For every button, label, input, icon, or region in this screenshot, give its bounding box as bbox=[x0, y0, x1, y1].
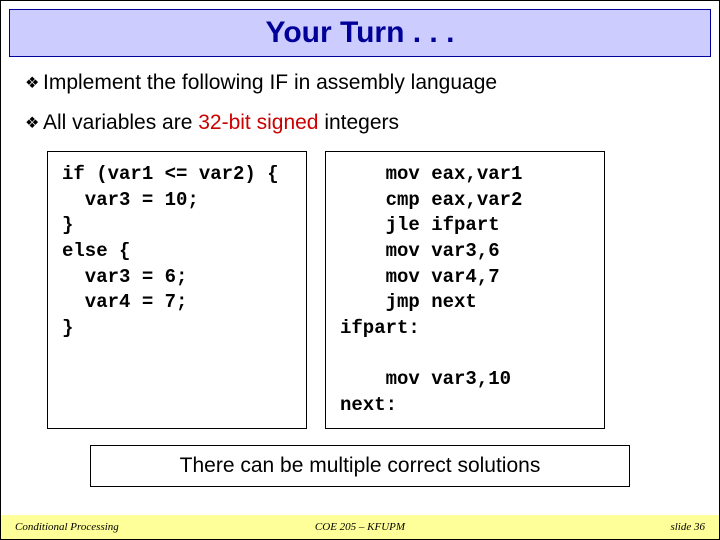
footer-right: slide 36 bbox=[670, 521, 705, 533]
note-text: There can be multiple correct solutions bbox=[180, 454, 541, 477]
bullet-1-text: Implement the following IF in assembly l… bbox=[43, 71, 497, 95]
diamond-bullet-icon: ❖ bbox=[25, 111, 43, 137]
diamond-bullet-icon: ❖ bbox=[25, 71, 43, 97]
footer: Conditional Processing COE 205 – KFUPM s… bbox=[1, 515, 719, 539]
bullet-1: ❖ Implement the following IF in assembly… bbox=[25, 71, 695, 97]
footer-center: COE 205 – KFUPM bbox=[315, 521, 405, 533]
title-bar: Your Turn . . . bbox=[9, 9, 711, 57]
code-box-c: if (var1 <= var2) { var3 = 10; } else { … bbox=[47, 151, 307, 429]
emphasis-text: 32-bit signed bbox=[198, 111, 318, 134]
footer-left: Conditional Processing bbox=[15, 521, 119, 533]
bullet-2: ❖ All variables are 32-bit signed intege… bbox=[25, 111, 695, 137]
note-box: There can be multiple correct solutions bbox=[90, 445, 630, 487]
code-row: if (var1 <= var2) { var3 = 10; } else { … bbox=[47, 151, 695, 429]
slide-title: Your Turn . . . bbox=[266, 16, 455, 49]
bullet-2-text: All variables are 32-bit signed integers bbox=[43, 111, 399, 135]
content-area: ❖ Implement the following IF in assembly… bbox=[1, 57, 719, 487]
code-box-asm: mov eax,var1 cmp eax,var2 jle ifpart mov… bbox=[325, 151, 605, 429]
